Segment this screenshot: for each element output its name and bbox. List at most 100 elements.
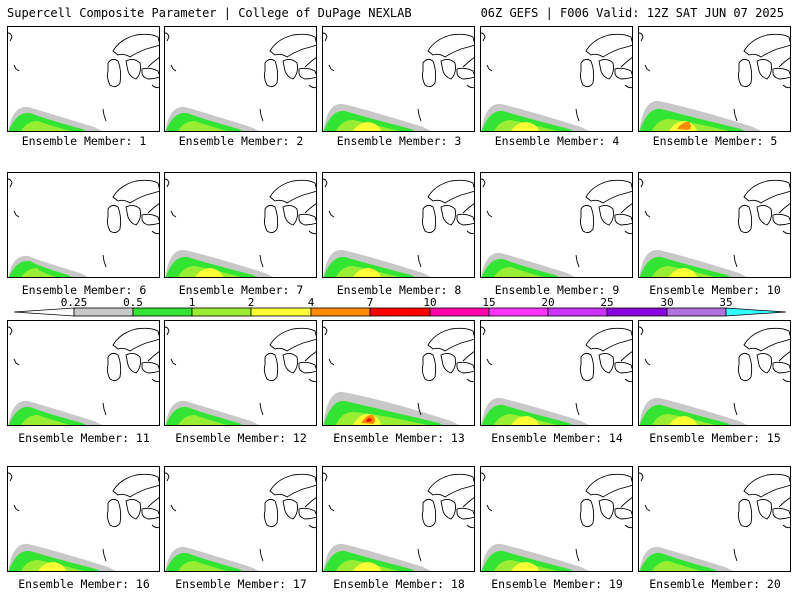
lake-outline (743, 473, 790, 498)
lake-outline (486, 504, 493, 512)
lake-outline (282, 58, 298, 80)
lake-outline (259, 108, 264, 122)
lake-outline (579, 58, 595, 88)
coastline (639, 326, 644, 336)
scale-swatch (429, 307, 490, 317)
scp-field-map (8, 326, 159, 425)
member-label: Ensemble Member: 8 (336, 283, 462, 297)
scp-contour (21, 121, 70, 131)
scp-contour (353, 268, 381, 277)
coastline (304, 203, 316, 235)
lake-outline (263, 352, 279, 382)
coastline (165, 472, 170, 482)
lake-outline (585, 33, 632, 58)
lake-outline (298, 361, 316, 374)
scp-contour (21, 415, 70, 425)
lake-outline (13, 504, 20, 512)
scale-label: 25 (600, 296, 613, 309)
lake-outline (13, 64, 20, 72)
ensemble-panel (322, 466, 475, 572)
lake-outline (575, 108, 580, 122)
ensemble-panel (638, 466, 791, 572)
scale-swatch (488, 307, 549, 317)
lake-outline (263, 204, 279, 234)
scp-field-map (639, 32, 790, 131)
scale-arrow-left (13, 307, 75, 317)
lake-outline (598, 58, 614, 80)
valid-time: 06Z GEFS | F006 Valid: 12Z SAT JUN 07 20… (480, 6, 784, 20)
lake-outline (456, 67, 474, 80)
lake-outline (282, 204, 298, 226)
scale-swatch (310, 307, 371, 317)
member-label: Ensemble Member: 20 (649, 577, 781, 591)
lake-outline (614, 213, 632, 226)
lake-outline (772, 507, 790, 520)
lake-outline (579, 498, 595, 528)
lake-outline (170, 358, 177, 366)
lake-outline (614, 507, 632, 520)
ensemble-panel (7, 320, 160, 426)
ensemble-panel (322, 172, 475, 278)
scp-contour (677, 121, 691, 130)
lake-outline (598, 498, 614, 520)
lake-outline (427, 473, 474, 498)
lake-outline (733, 108, 738, 122)
member-label: Ensemble Member: 15 (649, 431, 781, 445)
scale-swatch (191, 307, 252, 317)
lake-outline (298, 213, 316, 226)
member-label: Ensemble Member: 16 (18, 577, 150, 591)
scp-contour (353, 562, 381, 571)
scp-field-map (639, 326, 790, 425)
lake-outline (328, 64, 335, 72)
ensemble-panel (638, 172, 791, 278)
coastline (147, 57, 159, 89)
lake-outline (259, 402, 264, 416)
lake-outline (269, 473, 316, 498)
coastline (462, 351, 474, 383)
coastline (481, 32, 486, 42)
scp-contour (511, 562, 539, 571)
lake-outline (598, 204, 614, 226)
ensemble-panel (322, 26, 475, 132)
coastline (165, 32, 170, 42)
scale-label: 20 (541, 296, 554, 309)
lake-outline (141, 213, 159, 226)
lake-outline (282, 352, 298, 374)
coastline (481, 326, 486, 336)
scp-field-map (481, 326, 632, 425)
member-label: Ensemble Member: 11 (18, 431, 150, 445)
lake-outline (733, 402, 738, 416)
lake-outline (737, 498, 753, 528)
member-label: Ensemble Member: 3 (336, 134, 462, 148)
ensemble-panel (638, 320, 791, 426)
member-label: Ensemble Member: 6 (21, 283, 147, 297)
scale-arrow-right (725, 307, 787, 317)
lake-outline (772, 213, 790, 226)
ensemble-panel (480, 172, 633, 278)
lake-outline (614, 67, 632, 80)
lake-outline (259, 548, 264, 562)
member-label: Ensemble Member: 13 (333, 431, 465, 445)
scp-contour (511, 122, 539, 131)
coastline (8, 326, 13, 336)
lake-outline (106, 204, 122, 234)
lake-outline (440, 498, 456, 520)
scale-label: 30 (660, 296, 673, 309)
lake-outline (733, 548, 738, 562)
lake-outline (125, 498, 141, 520)
lake-outline (756, 352, 772, 374)
lake-outline (269, 179, 316, 204)
color-scale-bar: 0.25 0.5 1 2 4 7 10 15 20 25 30 35 (13, 296, 787, 317)
coastline (639, 178, 644, 188)
lake-outline (421, 204, 437, 234)
lake-outline (102, 548, 107, 562)
scale-swatch (73, 307, 134, 317)
coastline (323, 472, 328, 482)
scp-contour (669, 416, 697, 425)
scp-field-map (323, 32, 474, 131)
lake-outline (427, 179, 474, 204)
lake-outline (106, 58, 122, 88)
lake-outline (772, 361, 790, 374)
scp-contour (38, 562, 66, 571)
lake-outline (328, 504, 335, 512)
